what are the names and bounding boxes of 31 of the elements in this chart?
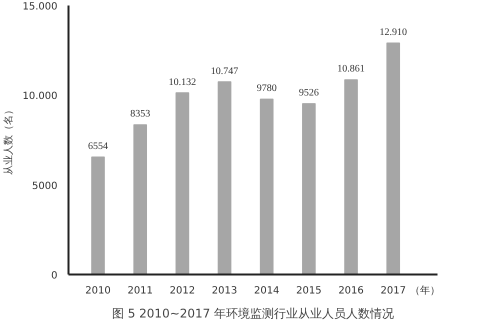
data-label: 6554 bbox=[88, 140, 108, 152]
data-label: 10.132 bbox=[168, 76, 196, 88]
text: 图 5 2010~2017 年环境监测行业从业人员人数情况 bbox=[112, 306, 394, 320]
data-label: 9526 bbox=[298, 88, 319, 99]
x-axis-title: （年） bbox=[410, 284, 440, 296]
bar bbox=[260, 98, 274, 274]
x-tick-label: 2014 bbox=[254, 286, 280, 296]
y-tick-label: 0 bbox=[51, 270, 58, 282]
bar bbox=[91, 156, 105, 274]
y-tick-label: 15.000 bbox=[22, 2, 58, 12]
data-label: 10.747 bbox=[210, 66, 238, 77]
bar bbox=[176, 92, 190, 274]
data-label: 12.910 bbox=[379, 26, 407, 38]
x-tick-label: 2013 bbox=[212, 286, 238, 296]
y-axis-title: 从业人数（名） bbox=[2, 105, 15, 175]
data-label: 9780 bbox=[256, 83, 277, 94]
bar bbox=[344, 79, 358, 274]
y-tick-label: 5000 bbox=[32, 180, 58, 192]
bar bbox=[218, 81, 232, 274]
x-tick-label: 2016 bbox=[338, 286, 364, 296]
bar bbox=[133, 124, 148, 274]
bar bbox=[302, 103, 316, 274]
data-label: 8353 bbox=[130, 108, 150, 120]
x-tick-label: 2010 bbox=[85, 286, 111, 296]
x-tick-label: 2017 bbox=[380, 286, 406, 296]
y-tick-label: 10.000 bbox=[22, 91, 58, 102]
x-tick-label: 2012 bbox=[170, 286, 196, 296]
x-tick-label: 2015 bbox=[296, 286, 322, 296]
x-tick-label: 2011 bbox=[127, 286, 153, 296]
bar bbox=[386, 42, 400, 274]
data-label: 10.861 bbox=[337, 64, 365, 75]
